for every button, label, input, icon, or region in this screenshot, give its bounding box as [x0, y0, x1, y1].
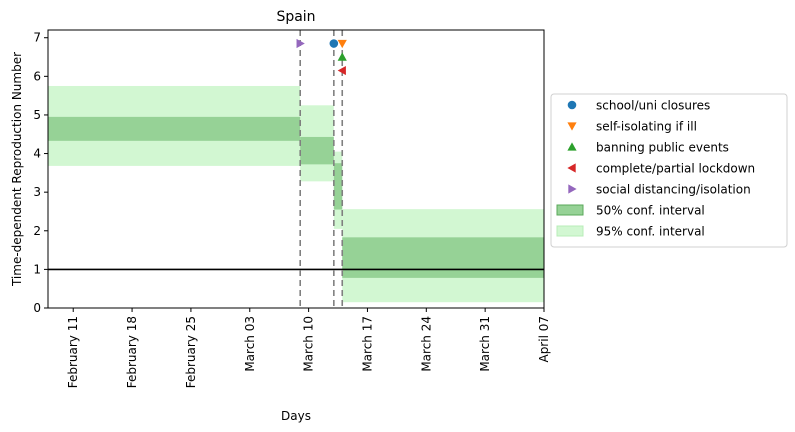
intervention-marker-3: [337, 65, 346, 76]
y-tick-label-0: 0: [33, 301, 41, 315]
legend-label-0: school/uni closures: [596, 99, 710, 113]
legend-patch-5: [556, 204, 584, 216]
legend-patch-6: [556, 225, 584, 237]
chart-title: Spain: [276, 9, 315, 25]
ci50-band-0: [48, 116, 301, 141]
x-tick-label-3: March 03: [243, 316, 257, 372]
intervention-markers: [296, 38, 347, 76]
y-tick-label-3: 3: [33, 185, 41, 199]
ci50-bands: [48, 116, 544, 278]
legend-label-5: 50% conf. interval: [596, 204, 705, 218]
intervention-marker-1: [337, 39, 347, 49]
intervention-vlines: [299, 30, 344, 308]
legend-label-4: social distancing/isolation: [596, 183, 751, 197]
intervention-marker-2: [337, 52, 347, 61]
y-tick-label-5: 5: [33, 108, 41, 122]
x-tick-label-0: February 11: [66, 316, 80, 388]
legend-marker-2: [567, 142, 577, 151]
intervention-marker-0: [329, 39, 339, 48]
intervention-marker-4: [296, 38, 305, 49]
y-tick-label-1: 1: [33, 262, 41, 276]
x-tick-label-1: February 18: [125, 316, 139, 388]
ci50-band-2: [333, 163, 343, 210]
x-tick-label-6: March 24: [419, 316, 433, 372]
y-tick-label-4: 4: [33, 147, 41, 161]
y-axis-label: Time-dependent Reproduction Number: [10, 52, 24, 287]
legend-marker-1: [567, 122, 577, 131]
ci50-band-3: [342, 237, 544, 278]
x-tick-label-5: March 17: [360, 316, 374, 372]
legend-label-1: self-isolating if ill: [596, 120, 697, 134]
y-tick-label-7: 7: [33, 31, 41, 45]
legend-marker-0: [567, 100, 577, 110]
y-axis-ticks: 0 1 2 3 4 5 6 7: [33, 31, 48, 315]
legend-box: [550, 93, 788, 248]
plot-frame: [47, 29, 545, 309]
x-tick-label-4: March 10: [302, 316, 316, 372]
x-tick-label-2: February 25: [184, 316, 198, 388]
legend-label-3: complete/partial lockdown: [596, 162, 755, 176]
legend: school/uni closures self-isolating if ill…: [550, 93, 788, 248]
legend-label-6: 95% conf. interval: [596, 225, 705, 239]
y-tick-label-2: 2: [33, 224, 41, 238]
legend-marker-3: [567, 163, 576, 173]
x-axis-ticks: February 11 February 18 February 25 March 0…: [66, 308, 551, 388]
x-tick-label-7: March 31: [478, 316, 492, 372]
x-tick-label-8: April 07: [537, 316, 551, 363]
x-axis-label: Days: [281, 409, 311, 423]
legend-marker-4: [568, 184, 577, 194]
legend-label-2: banning public events: [596, 141, 729, 155]
ci50-band-1: [300, 136, 334, 165]
y-tick-label-6: 6: [33, 69, 41, 83]
